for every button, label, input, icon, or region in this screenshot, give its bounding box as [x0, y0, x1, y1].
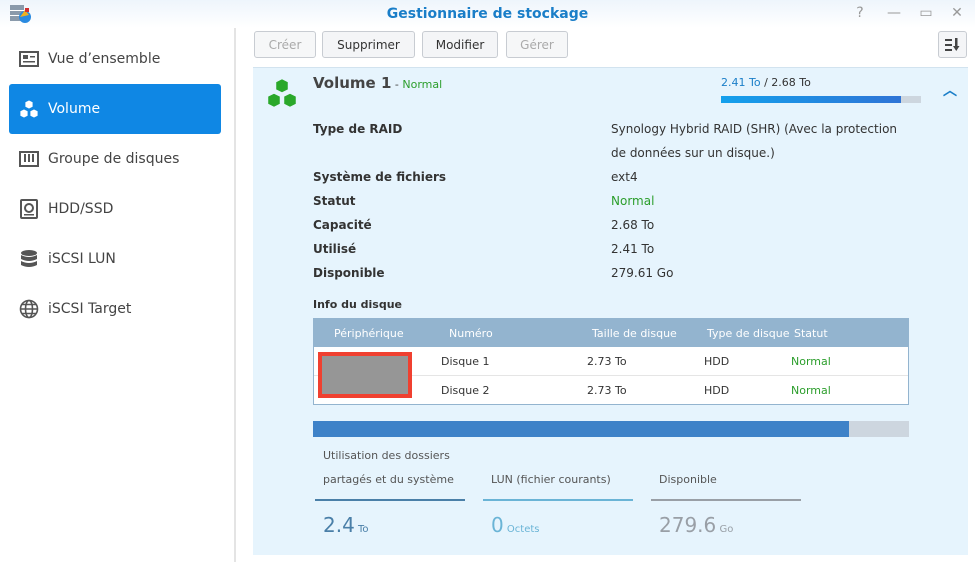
legend-lun: LUN (fichier courants)	[491, 473, 611, 486]
column-header: Type de disque	[707, 327, 790, 340]
shared-usage-value: 2.4 To	[323, 513, 369, 537]
separator: -	[391, 78, 403, 91]
create-button[interactable]: Créer	[254, 31, 316, 58]
sidebar-item-label: Groupe de disques	[48, 151, 180, 167]
disk-info-title: Info du disque	[313, 298, 402, 311]
legend-label: partagés et du système	[323, 473, 454, 486]
sidebar-item-label: iSCSI Target	[48, 301, 132, 317]
sidebar-item-label: Vue d’ensemble	[48, 51, 161, 67]
legend-line	[315, 499, 465, 501]
sidebar-item-iscsi-lun[interactable]: iSCSI LUN	[9, 234, 221, 284]
cell-status: Normal	[791, 355, 831, 368]
cell-size: 2.73 To	[587, 355, 627, 368]
redacted-device-image	[318, 352, 412, 398]
overview-icon	[19, 51, 39, 67]
minimize-button[interactable]: —	[887, 5, 901, 21]
legend-line	[483, 499, 633, 501]
detail-value: 2.41 To	[611, 242, 655, 256]
sidebar-item-label: iSCSI LUN	[48, 251, 116, 267]
column-header: Numéro	[449, 327, 493, 340]
volume-panel: Volume 1 - Normal 2.41 To / 2.68 To ︿ Ty…	[253, 67, 968, 555]
used-capacity: 2.41 To	[721, 76, 761, 89]
window-title: Gestionnaire de stockage	[386, 6, 589, 22]
table-row[interactable]: Disque 1 2.73 To HDD Normal	[314, 347, 908, 376]
manage-button[interactable]: Gérer	[506, 31, 568, 58]
title-bar: Gestionnaire de stockage ? — ▭ ✕	[0, 0, 975, 28]
volume-status: Normal	[402, 78, 443, 91]
maximize-button[interactable]: ▭	[919, 5, 933, 21]
help-button[interactable]: ?	[856, 5, 864, 21]
value: 279.6	[659, 513, 717, 537]
sidebar-item-iscsi-target[interactable]: iSCSI Target	[9, 284, 221, 334]
cell-size: 2.73 To	[587, 384, 627, 397]
cell-type: HDD	[704, 355, 730, 368]
cell-number: Disque 2	[441, 384, 490, 397]
volume-usage-fill	[721, 96, 901, 103]
delete-button[interactable]: Supprimer	[322, 31, 415, 58]
volume-capacity: 2.41 To / 2.68 To	[721, 76, 811, 89]
lun-usage-value: 0 Octets	[491, 513, 540, 537]
detail-value: Synology Hybrid RAID (SHR) (Avec la prot…	[611, 122, 898, 136]
sidebar: Vue d’ensemble Volume Groupe de disques …	[0, 28, 236, 562]
database-icon	[21, 250, 37, 267]
hdd-icon	[20, 199, 38, 219]
sidebar-item-label: HDD/SSD	[48, 201, 114, 217]
volume-name: Volume 1	[313, 74, 392, 92]
sidebar-item-volume[interactable]: Volume	[9, 84, 221, 134]
detail-label: Statut	[313, 194, 356, 208]
table-header: Périphérique Numéro Taille de disque Typ…	[314, 319, 908, 347]
legend-available: Disponible	[659, 473, 717, 486]
detail-value: 2.68 To	[611, 218, 655, 232]
volume-header: Volume 1 - Normal	[313, 73, 442, 92]
sidebar-item-hdd-ssd[interactable]: HDD/SSD	[9, 184, 221, 234]
volume-cubes-icon	[19, 99, 39, 119]
disk-group-icon	[19, 151, 39, 167]
sidebar-item-disk-group[interactable]: Groupe de disques	[9, 134, 221, 184]
unit: To	[354, 524, 369, 535]
unit: Go	[716, 524, 734, 535]
table-row[interactable]: Disque 2 2.73 To HDD Normal	[314, 376, 908, 405]
globe-icon	[19, 299, 39, 319]
close-button[interactable]: ✕	[951, 5, 963, 21]
total-capacity: / 2.68 To	[760, 76, 811, 89]
detail-label: Type de RAID	[313, 122, 403, 136]
sort-button[interactable]	[938, 31, 967, 58]
legend-line	[651, 499, 801, 501]
storage-manager-app-icon	[10, 5, 31, 23]
modify-button[interactable]: Modifier	[422, 31, 498, 58]
value: 0	[491, 513, 504, 537]
detail-label: Système de fichiers	[313, 170, 447, 184]
detail-value: 279.61 Go	[611, 266, 674, 280]
disk-table: Périphérique Numéro Taille de disque Typ…	[313, 318, 909, 405]
value: 2.4	[323, 513, 355, 537]
legend-shared-folders: Utilisation des dossiers partagés et du s…	[323, 444, 454, 492]
cell-number: Disque 1	[441, 355, 490, 368]
detail-value: Normal	[611, 194, 655, 208]
unit: Octets	[503, 524, 540, 535]
available-value: 279.6 Go	[659, 513, 733, 537]
legend-label: Utilisation des dossiers	[323, 449, 450, 462]
collapse-chevron-icon[interactable]: ︿	[943, 83, 957, 99]
column-header: Périphérique	[334, 327, 404, 340]
column-header: Statut	[794, 327, 828, 340]
usage-bar	[313, 421, 909, 437]
sidebar-item-label: Volume	[48, 101, 101, 117]
column-header: Taille de disque	[592, 327, 677, 340]
usage-bar-fill	[313, 421, 849, 437]
detail-label: Capacité	[313, 218, 372, 232]
cell-status: Normal	[791, 384, 831, 397]
detail-value-cont: de données sur un disque.)	[611, 146, 775, 160]
detail-value: ext4	[611, 170, 638, 184]
sidebar-item-overview[interactable]: Vue d’ensemble	[9, 34, 221, 84]
detail-label: Utilisé	[313, 242, 357, 256]
cell-type: HDD	[704, 384, 730, 397]
detail-label: Disponible	[313, 266, 385, 280]
volume-cubes-icon	[266, 77, 298, 109]
sort-icon	[944, 37, 959, 51]
volume-usage-bar	[721, 96, 921, 103]
